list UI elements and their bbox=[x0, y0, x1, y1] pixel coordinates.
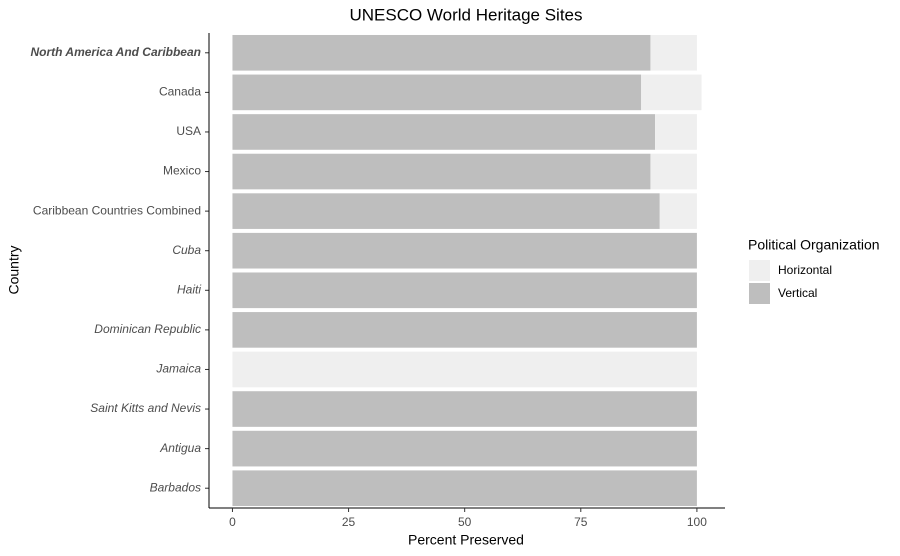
bar bbox=[655, 114, 697, 150]
x-tick-label: 0 bbox=[229, 515, 236, 529]
y-tick-label: USA bbox=[176, 124, 201, 138]
y-tick-label: Dominican Republic bbox=[94, 322, 201, 336]
x-tick-label: 25 bbox=[342, 515, 356, 529]
y-tick-label: Jamaica bbox=[155, 362, 201, 376]
x-axis-title: Percent Preserved bbox=[408, 532, 524, 548]
legend-key bbox=[749, 283, 770, 304]
bar bbox=[232, 391, 697, 427]
y-tick-label: Cuba bbox=[172, 243, 201, 257]
bar bbox=[641, 74, 702, 111]
y-tick-label: Saint Kitts and Nevis bbox=[90, 401, 201, 415]
legend-label: Horizontal bbox=[778, 263, 832, 277]
y-tick-label: Antigua bbox=[159, 441, 201, 455]
bar bbox=[232, 74, 642, 111]
x-tick-label: 50 bbox=[458, 515, 472, 529]
bar bbox=[232, 153, 651, 190]
bar bbox=[659, 193, 697, 229]
chart-title: UNESCO World Heritage Sites bbox=[349, 5, 582, 24]
legend-key bbox=[749, 260, 770, 281]
y-tick-label: Barbados bbox=[150, 480, 201, 494]
y-tick-label: Caribbean Countries Combined bbox=[33, 203, 201, 217]
bar bbox=[232, 232, 697, 269]
y-tick-label: Mexico bbox=[163, 164, 201, 178]
x-tick-label: 75 bbox=[574, 515, 588, 529]
bar bbox=[232, 34, 651, 71]
y-tick-label: Haiti bbox=[177, 282, 201, 296]
legend-label: Vertical bbox=[778, 286, 817, 300]
bar bbox=[650, 153, 697, 190]
y-axis-title: Country bbox=[6, 245, 22, 294]
y-tick-label: North America And Caribbean bbox=[31, 45, 201, 59]
bar bbox=[232, 430, 697, 467]
bar bbox=[232, 114, 656, 150]
bar bbox=[232, 272, 697, 309]
bar bbox=[232, 470, 697, 507]
bar bbox=[232, 312, 697, 348]
legend-title: Political Organization bbox=[748, 237, 880, 253]
y-tick-label: Canada bbox=[159, 85, 201, 99]
bar bbox=[232, 193, 660, 229]
bar bbox=[650, 34, 697, 71]
bar bbox=[232, 351, 697, 388]
x-tick-label: 100 bbox=[687, 515, 707, 529]
